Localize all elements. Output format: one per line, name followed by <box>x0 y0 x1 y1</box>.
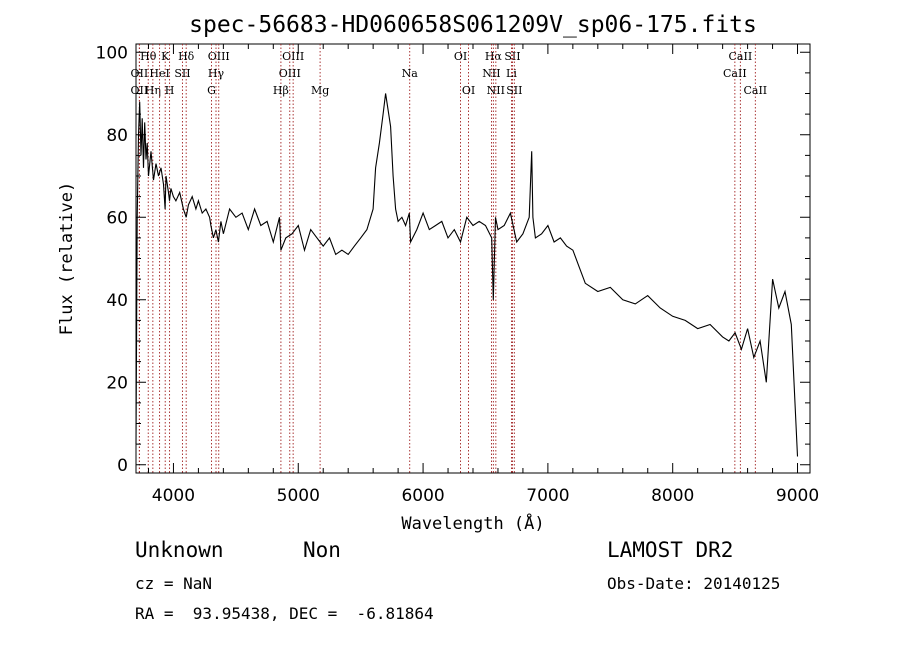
marker-label: OI <box>462 84 475 97</box>
marker-label: Hβ <box>273 84 289 97</box>
marker-label: Hθ <box>140 50 157 63</box>
marker-label: OIII <box>208 50 230 63</box>
marker-label: Li <box>506 67 517 80</box>
marker-label: SII <box>506 84 522 97</box>
marker-label: Mg <box>311 84 329 97</box>
marker-label: CaII <box>723 67 747 80</box>
subclass-label: Non <box>303 538 341 562</box>
marker-label: CaII <box>743 84 767 97</box>
marker-label: G <box>207 84 216 97</box>
marker-label: H <box>165 84 175 97</box>
marker-label: Hη <box>145 84 161 97</box>
y-tick-label: 40 <box>106 291 128 311</box>
spectrum-line <box>135 93 799 457</box>
y-tick-label: 80 <box>106 126 128 146</box>
marker-label: Na <box>402 67 419 80</box>
coords-label: RA = 93.95438, DEC = -6.81864 <box>135 604 434 623</box>
x-tick-label: 4000 <box>152 486 195 506</box>
marker-label: SII <box>174 67 190 80</box>
cz-label: cz = NaN <box>135 574 213 593</box>
x-tick-label: 8000 <box>651 486 694 506</box>
y-tick-label: 100 <box>96 43 128 63</box>
marker-label: HeI <box>149 67 169 80</box>
marker-label: OIII <box>282 50 304 63</box>
class-label: Unknown <box>135 538 224 562</box>
x-tick-label: 5000 <box>277 486 320 506</box>
marker-label: Hδ <box>178 50 195 63</box>
marker-label: Hγ <box>208 67 225 80</box>
obs-date-label: Obs-Date: 20140125 <box>607 574 781 593</box>
x-axis-label: Wavelength (Å) <box>401 512 544 534</box>
y-tick-label: 0 <box>117 456 128 476</box>
marker-label: NII <box>487 84 505 97</box>
marker-label: OIII <box>279 67 301 80</box>
x-tick-label: 9000 <box>776 486 819 506</box>
y-axis-label: Flux (relative) <box>57 182 77 336</box>
y-tick-label: 60 <box>106 208 128 228</box>
marker-label: SII <box>504 50 520 63</box>
survey-label: LAMOST DR2 <box>607 538 734 562</box>
marker-label: K <box>161 50 170 63</box>
x-tick-label: 7000 <box>526 486 569 506</box>
x-tick-label: 6000 <box>401 486 444 506</box>
chart-title: spec-56683-HD060658S061209V_sp06-175.fit… <box>189 12 757 38</box>
marker-label: NII <box>482 67 500 80</box>
marker-label: CaII <box>729 50 753 63</box>
marker-label: Hα <box>485 50 503 63</box>
y-tick-label: 20 <box>106 373 128 393</box>
marker-label: OI <box>454 50 467 63</box>
plot-frame <box>135 43 811 474</box>
marker-label: OII <box>131 84 149 97</box>
